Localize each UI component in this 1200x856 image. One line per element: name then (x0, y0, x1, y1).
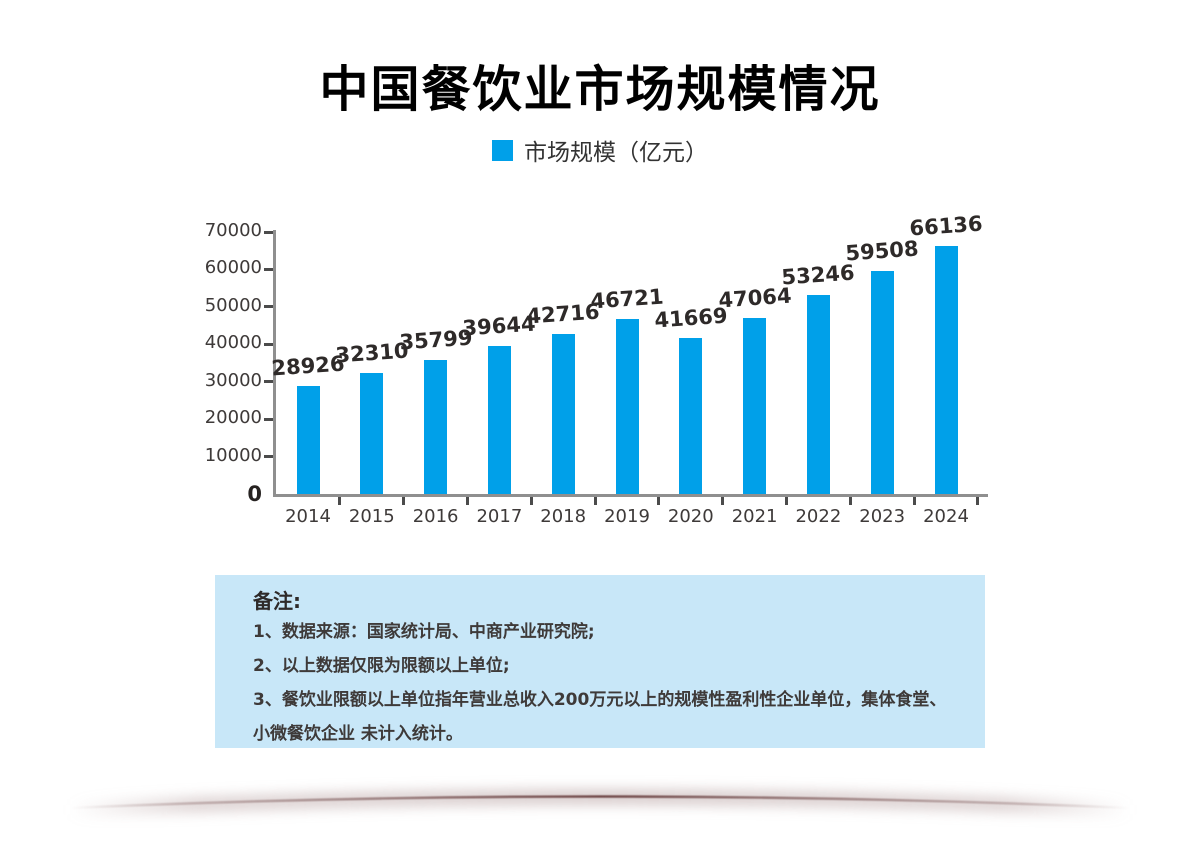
x-axis-label: 2015 (348, 506, 395, 527)
bar-2021 (743, 317, 767, 494)
bar-2017 (487, 345, 511, 494)
y-axis-label: 50000 (204, 294, 262, 316)
x-axis-tick (402, 497, 406, 505)
y-axis-label: 10000 (204, 444, 262, 466)
x-axis-tick (657, 497, 661, 505)
y-axis-line (273, 230, 276, 497)
x-axis-tick (466, 497, 469, 505)
x-axis-label: 2024 (923, 506, 969, 527)
y-axis-tick (264, 342, 273, 346)
note-line-3: 3、餐饮业限额以上单位指年营业总收入200万元以上的规模性盈利性企业单位，集体食… (253, 690, 947, 744)
x-axis-label: 2023 (859, 506, 906, 527)
bar-2023 (870, 271, 894, 494)
x-axis-line (273, 494, 988, 497)
x-axis-label: 2019 (604, 506, 650, 527)
x-axis-tick (593, 497, 597, 505)
y-axis-tick (264, 455, 273, 459)
x-axis-label: 2022 (795, 506, 842, 527)
y-axis-label: 30000 (204, 369, 262, 391)
y-axis-label: 60000 (204, 257, 262, 279)
x-axis-tick (721, 497, 725, 505)
y-axis-tick (264, 417, 273, 421)
x-axis-tick (529, 497, 533, 505)
x-axis-tick (912, 497, 916, 505)
x-axis-tick (785, 497, 788, 505)
x-axis-label: 2017 (476, 506, 523, 527)
y-axis-label: 20000 (204, 407, 262, 429)
x-axis-label: 2021 (731, 506, 778, 527)
y-axis-tick (264, 305, 273, 309)
bar-2014 (296, 385, 320, 494)
x-axis-label: 2020 (667, 506, 714, 527)
y-axis-label: 70000 (204, 220, 262, 241)
bar-2015 (360, 373, 384, 494)
x-axis-label: 2014 (285, 506, 331, 527)
note-line-2: 2、以上数据仅限为限额以上单位; (253, 656, 510, 676)
page-title: 中国餐饮业市场规模情况 (319, 61, 881, 118)
x-axis-label: 2016 (412, 506, 459, 527)
x-axis-tick (848, 497, 852, 505)
bottom-arc-decoration (69, 791, 1131, 816)
bar-value-label: 59508 (844, 236, 920, 266)
y-axis-tick (264, 380, 273, 384)
notes-panel: 备注: 1、数据来源：国家统计局、中商产业研究院; 2、以上数据仅限为限额以上单… (215, 575, 985, 748)
x-axis-label: 2018 (540, 506, 587, 527)
y-axis-tick (264, 267, 273, 271)
bar-2016 (424, 360, 448, 494)
x-axis-tick (338, 497, 342, 505)
x-axis-tick (976, 497, 980, 505)
y-axis-label: 40000 (204, 332, 262, 354)
legend-color-swatch (492, 139, 513, 161)
note-line-1: 1、数据来源：国家统计局、中商产业研究院; (253, 622, 595, 642)
bar-value-label: 66136 (908, 211, 984, 241)
bar-2019 (615, 319, 639, 494)
legend-label: 市场规模（亿元） (524, 140, 708, 166)
chart-legend: 市场规模（亿元） (0, 133, 1200, 167)
y-axis-tick (264, 230, 273, 234)
bar-2020 (679, 338, 703, 494)
bar-2022 (806, 294, 830, 494)
bar-2024 (934, 246, 958, 494)
y-axis-label: 0 (247, 482, 262, 506)
bar-2018 (551, 334, 575, 494)
notes-heading: 备注: (253, 589, 301, 613)
